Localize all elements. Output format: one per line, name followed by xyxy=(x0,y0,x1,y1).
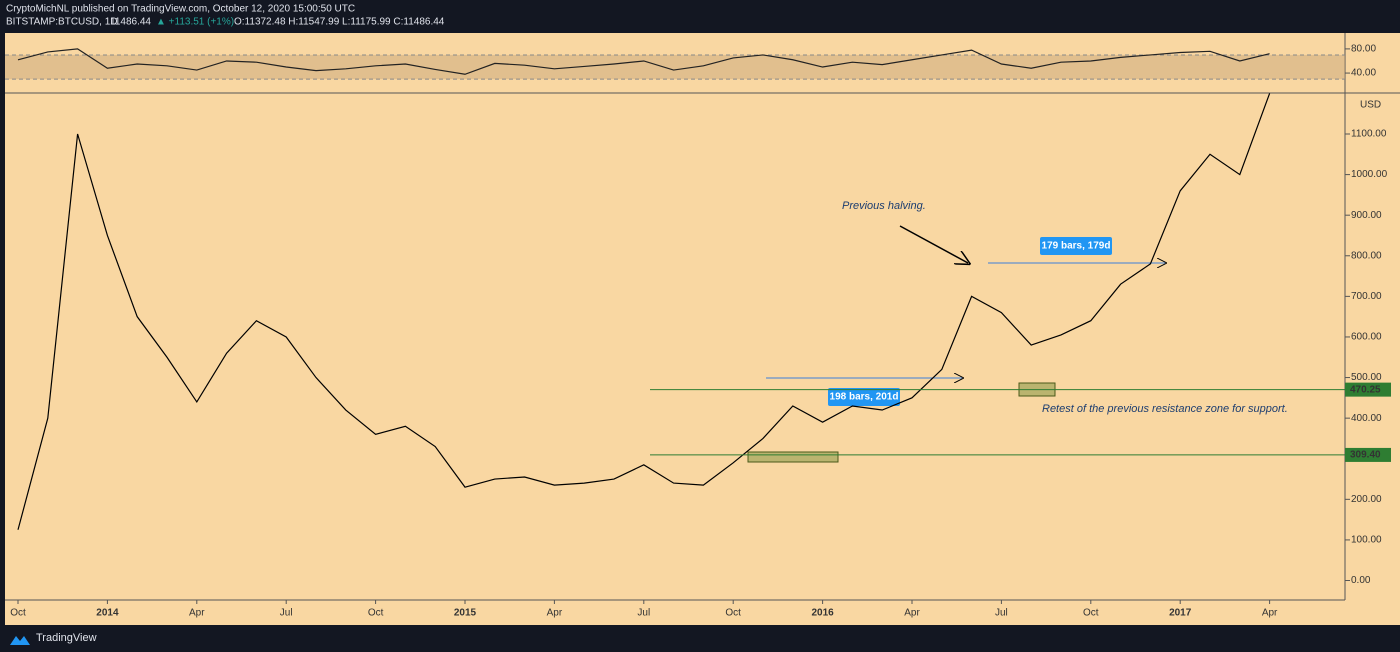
range-label: 179 bars, 179d xyxy=(1042,241,1111,252)
annotation: Retest of the previous resistance zone f… xyxy=(1042,403,1288,415)
x-tick-label: 2017 xyxy=(1169,608,1192,619)
currency: USD xyxy=(1360,100,1381,111)
zone xyxy=(747,451,839,463)
ohlc: O:11372.48 H:11547.99 L:11175.99 C:11486… xyxy=(234,17,445,28)
publisher: CryptoMichNL published on TradingView.co… xyxy=(6,4,355,15)
range-label: 198 bars, 201d xyxy=(830,392,899,403)
x-tick-label: Apr xyxy=(547,608,563,619)
change: ▲ +113.51 (+1%) xyxy=(156,17,234,28)
y-tick-label: 40.00 xyxy=(1351,68,1376,79)
x-tick-label: Jul xyxy=(280,608,293,619)
y-tick-label: 600.00 xyxy=(1351,332,1382,343)
footer-brand: TradingView xyxy=(36,632,97,644)
y-tick-label: 400.00 xyxy=(1351,413,1382,424)
logo xyxy=(10,636,30,645)
price-line xyxy=(17,48,1270,75)
y-tick-label: 100.00 xyxy=(1351,535,1382,546)
plot-background xyxy=(5,33,1400,625)
symbol: BITSTAMP:BTCUSD, 1D xyxy=(6,17,118,28)
y-tick-label: 1100.00 xyxy=(1351,129,1387,140)
x-tick-label: 2016 xyxy=(811,608,834,619)
x-tick-label: 2015 xyxy=(454,608,477,619)
level-label: 470.25 xyxy=(1350,384,1381,395)
rsi-band xyxy=(5,54,1345,80)
x-tick-label: Jul xyxy=(637,608,650,619)
x-tick-label: Apr xyxy=(904,608,920,619)
y-tick-label: 500.00 xyxy=(1351,372,1382,383)
level-tag xyxy=(1345,382,1391,397)
annotation: Previous halving. xyxy=(842,200,926,212)
arrow xyxy=(899,225,968,263)
level-label: 309.40 xyxy=(1350,450,1381,461)
x-tick-label: Oct xyxy=(368,608,384,619)
x-tick-label: 2014 xyxy=(96,608,119,619)
level-tag xyxy=(1345,447,1391,462)
x-tick-label: Jul xyxy=(995,608,1008,619)
range-label-box xyxy=(1040,237,1112,255)
y-tick-label: 0.00 xyxy=(1351,575,1371,586)
y-tick-label: 700.00 xyxy=(1351,291,1382,302)
y-tick-label: 900.00 xyxy=(1351,210,1382,221)
price-line xyxy=(17,93,1271,530)
y-tick-label: 200.00 xyxy=(1351,494,1382,505)
x-tick-label: Oct xyxy=(725,608,741,619)
x-tick-label: Oct xyxy=(10,608,26,619)
y-tick-label: 80.00 xyxy=(1351,44,1376,55)
y-tick-label: 800.00 xyxy=(1351,250,1382,261)
last-price: 11486.44 xyxy=(110,17,151,28)
x-tick-label: Oct xyxy=(1083,608,1099,619)
range-label-box xyxy=(828,388,900,406)
x-tick-label: Apr xyxy=(1262,608,1278,619)
x-tick-label: Apr xyxy=(189,608,205,619)
y-tick-label: 1000.00 xyxy=(1351,169,1388,180)
